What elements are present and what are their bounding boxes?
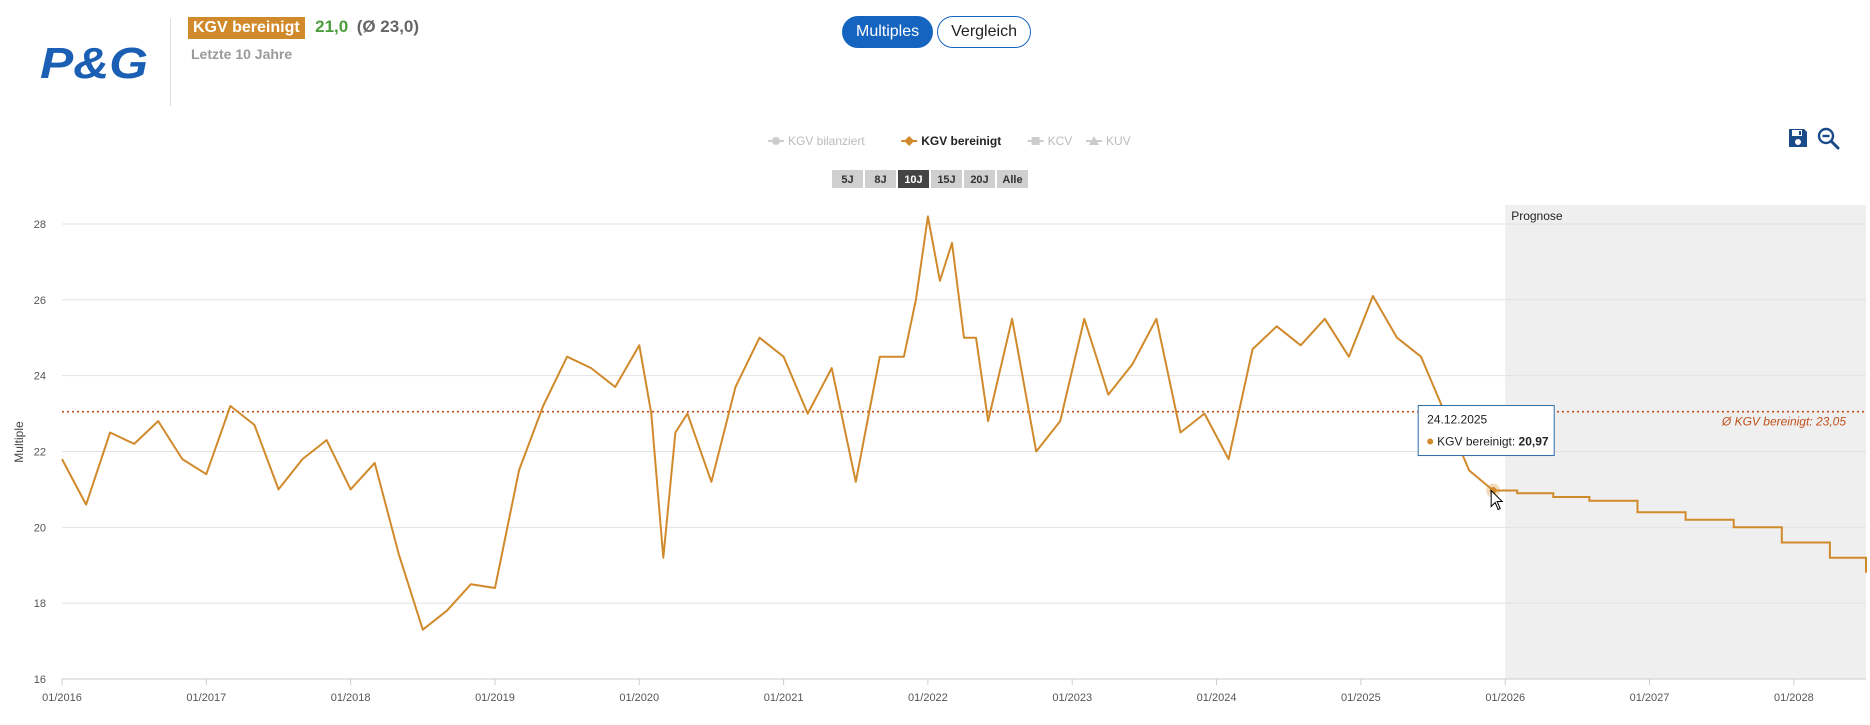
tooltip-date: 24.12.2025 (1427, 413, 1487, 427)
range-button-15j[interactable]: 15J (931, 170, 962, 188)
x-tick-label: 01/2020 (619, 692, 659, 704)
legend-label: KGV bilanziert (788, 134, 865, 148)
legend-marker-square (1031, 137, 1040, 145)
forecast-area (1505, 205, 1866, 679)
tooltip-marker (1427, 438, 1434, 445)
range-button-bg (997, 170, 1028, 188)
plot-area: Prognose 16 18 20 22 24 26 28 Multiple 01/2016 01/… (12, 205, 1867, 704)
y-axis-label: Multiple (12, 421, 26, 463)
metric-average: (Ø 23,0) (356, 17, 420, 36)
range-button-label: 10J (904, 174, 922, 186)
legend-item[interactable]: KCV (1027, 134, 1073, 148)
legend-label: KUV (1106, 134, 1131, 148)
tooltip-box (1417, 405, 1555, 457)
range-button-bg (865, 170, 896, 188)
x-tick-label: 01/2023 (1052, 692, 1092, 704)
range-button-5j[interactable]: 5J (832, 170, 863, 188)
company-logo-text: P&G (40, 39, 148, 88)
range-button-label: 20J (970, 174, 988, 186)
y-tick-label: 16 (34, 674, 46, 686)
range-button-bg (964, 170, 995, 188)
legend-marker-circle (772, 137, 780, 145)
series-line-forecast (1493, 489, 1867, 573)
tooltip-series-label: KGV bereinigt: 20,97 (1437, 435, 1549, 449)
range-button-alle[interactable]: Alle (997, 170, 1028, 188)
legend-label: KGV bereinigt (921, 134, 1001, 148)
range-button-label: 8J (874, 174, 886, 186)
legend-item[interactable]: KUV (1086, 134, 1131, 148)
tooltip-value: 20,97 (1519, 435, 1549, 449)
tooltip: 24.12.2025 KGV bereinigt: 20,97 (1417, 405, 1555, 457)
x-tick-label: 01/2022 (908, 692, 948, 704)
x-tick-label: 01/2025 (1341, 692, 1381, 704)
period-subtitle: Letzte 10 Jahre (191, 46, 293, 62)
legend-item[interactable]: KGV bereinigt (901, 134, 1001, 148)
x-tick-label: 01/2019 (475, 692, 515, 704)
range-button-10j[interactable]: 10J (898, 170, 929, 188)
y-tick-label: 26 (34, 295, 46, 307)
range-button-bg (898, 170, 929, 188)
vergleich-button[interactable]: Vergleich (937, 16, 1031, 48)
x-tick-label: 01/2028 (1774, 692, 1814, 704)
average-label: Ø KGV bereinigt: 23,05 (1721, 415, 1846, 429)
chart-tools (1786, 126, 1840, 150)
x-tick-label: 01/2027 (1630, 692, 1670, 704)
range-button-label: 15J (937, 174, 955, 186)
x-tick-label: 01/2026 (1485, 692, 1525, 704)
x-tick-label: 01/2024 (1197, 692, 1237, 704)
legend: KGV bilanziert KGV bereinigt KCV KUV (768, 134, 1131, 148)
range-button-bg (832, 170, 863, 188)
series-line-kgv-bereinigt (61, 215, 1494, 631)
range-selector: 5J 8J 10J 15J 20J Alle (832, 170, 1028, 188)
legend-marker-diamond (904, 136, 915, 146)
x-tick-label: 01/2016 (42, 692, 82, 704)
range-button-bg (931, 170, 962, 188)
forecast-label: Prognose (1511, 209, 1563, 223)
y-tick-label: 18 (34, 598, 46, 610)
x-tick-label: 01/2018 (331, 692, 371, 704)
y-tick-label: 22 (34, 446, 46, 458)
legend-label: KCV (1048, 134, 1073, 148)
header-divider (170, 18, 171, 106)
legend-item[interactable]: KGV bilanziert (768, 134, 865, 148)
metric-value: 21,0 (315, 17, 349, 36)
mouse-cursor-icon (1490, 489, 1504, 511)
range-button-20j[interactable]: 20J (964, 170, 995, 188)
x-tick-label: 01/2017 (186, 692, 226, 704)
y-tick-label: 28 (34, 219, 46, 231)
y-tick-label: 20 (34, 522, 46, 534)
legend-marker-triangle (1089, 136, 1099, 145)
x-tick-label: 01/2021 (764, 692, 804, 704)
view-toggle: Multiples Vergleich (842, 16, 1031, 48)
multiples-button[interactable]: Multiples (842, 16, 934, 48)
range-button-label: Alle (1002, 174, 1022, 186)
y-tick-label: 24 (34, 371, 46, 383)
save-icon[interactable] (1786, 126, 1810, 150)
metric-badge: KGV bereinigt (188, 17, 305, 39)
zoom-out-icon[interactable] (1816, 126, 1840, 150)
header-info: KGV bereinigt 21,0 (Ø 23,0) Letzte 10 Ja… (188, 17, 419, 62)
range-button-label: 5J (841, 174, 853, 186)
range-button-8j[interactable]: 8J (865, 170, 896, 188)
company-logo: P&G (40, 39, 148, 88)
